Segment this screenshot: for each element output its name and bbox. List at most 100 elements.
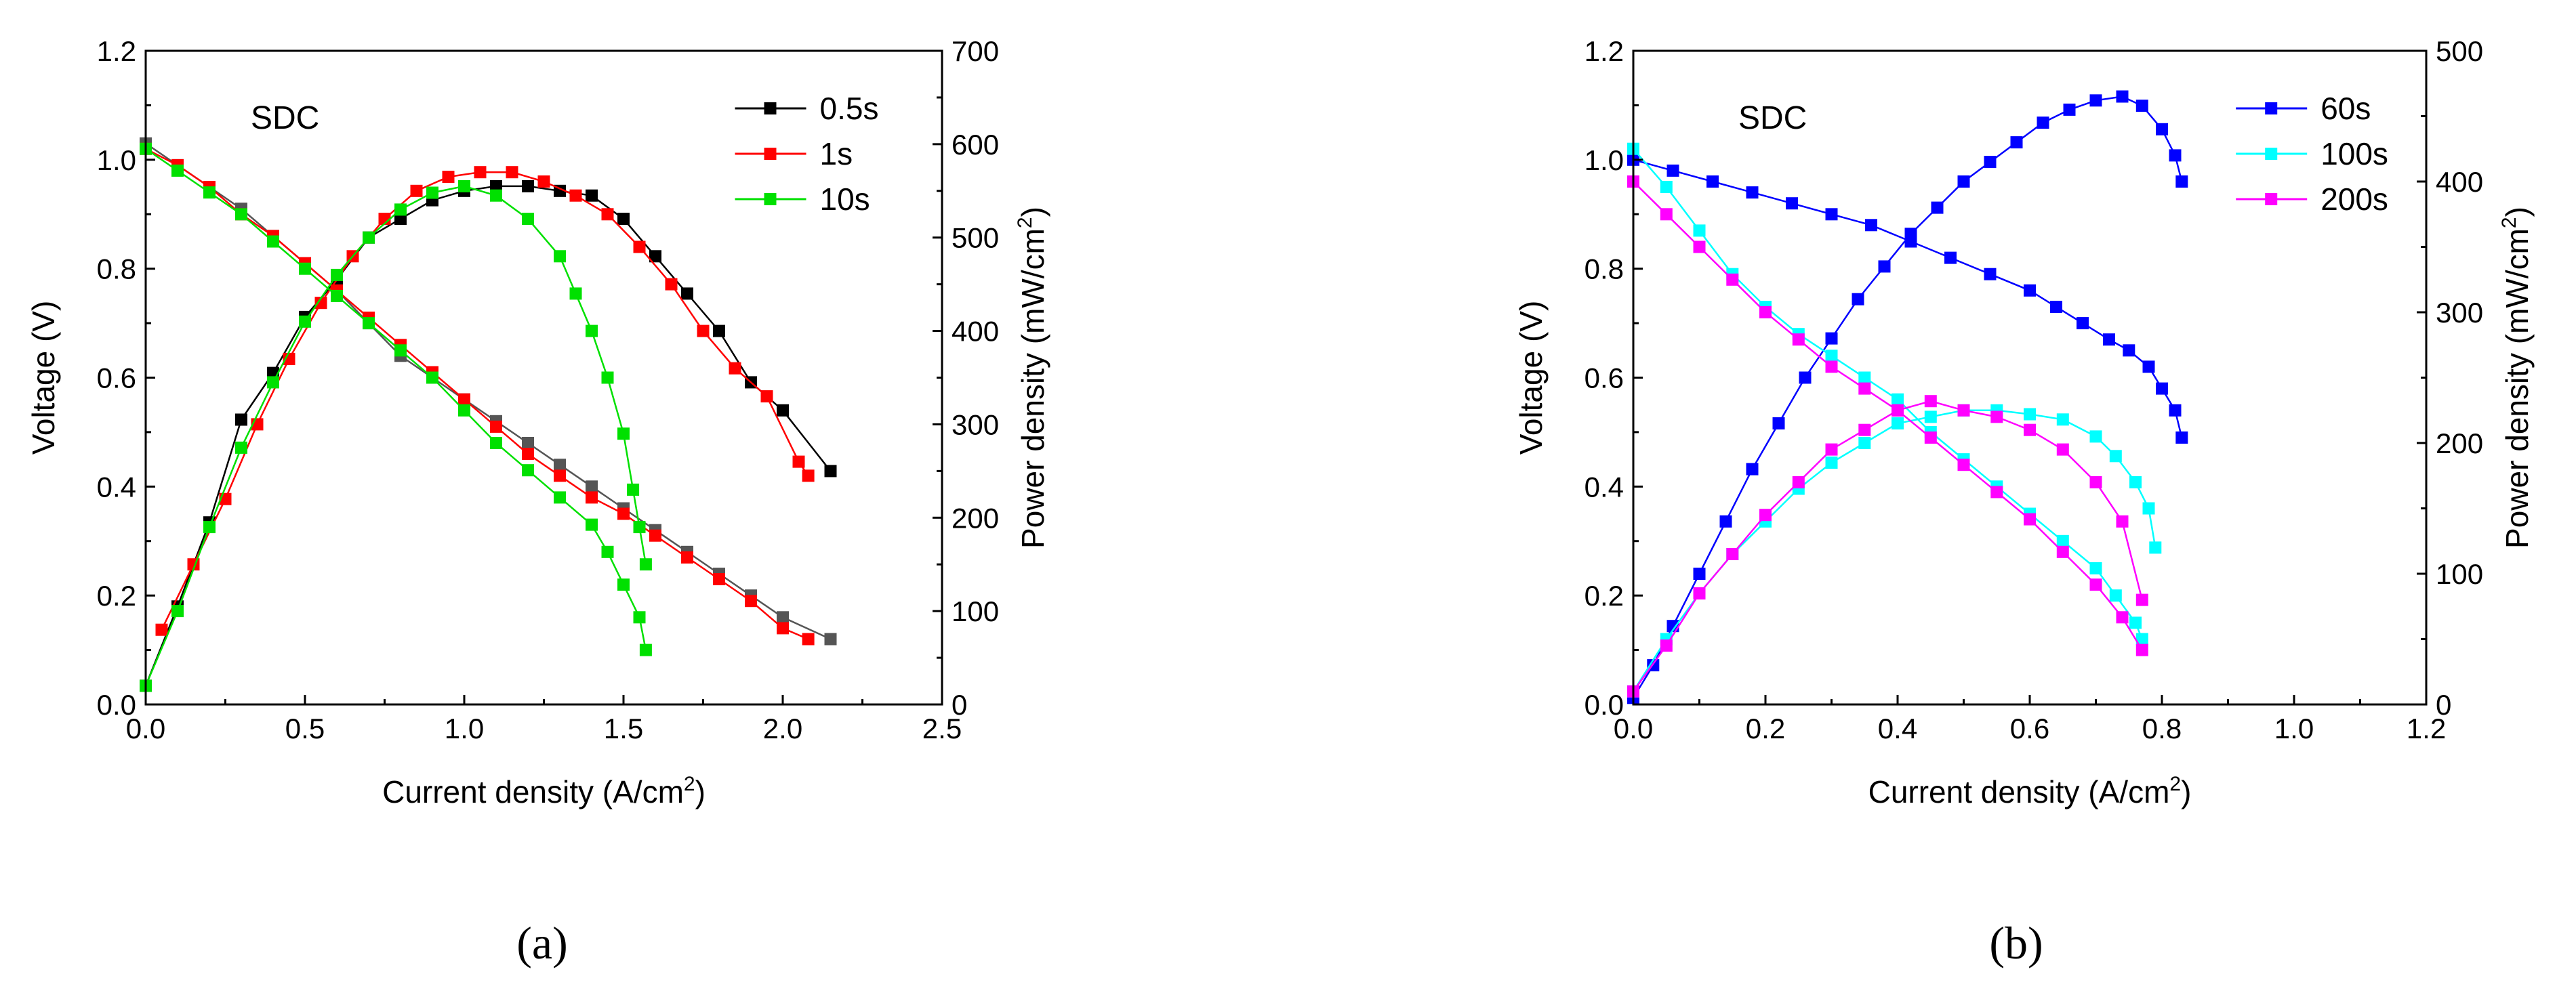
- panel-a-series-1s-voltage-point: [458, 393, 470, 406]
- panel-b-series-100s-voltage-point: [2089, 562, 2102, 574]
- panel-a-x-tick-label: 0.5: [285, 713, 325, 744]
- panel-a-x-tick-label: 1.0: [445, 713, 484, 744]
- panel-b-series-60s-voltage-point: [2077, 317, 2089, 330]
- panel-b-y2-axis-label: Power density (mW/cm2): [2498, 207, 2535, 549]
- panel-a-series-10s-power-point: [554, 250, 566, 263]
- panel-b-series-60s-voltage-point: [1667, 164, 1679, 177]
- panel-a-y2-tick-label: 500: [952, 222, 999, 254]
- panel-a-series-10s-voltage-point: [458, 404, 470, 417]
- panel-a-series-1s-voltage-point: [554, 469, 566, 482]
- panel-b-series-60s-voltage-point: [1746, 186, 1759, 199]
- panel-a-series-10s-voltage-point: [235, 208, 247, 221]
- panel-b-series-60s-power-point: [1693, 568, 1706, 580]
- panel-b-series-100s-voltage-point: [2109, 589, 2122, 602]
- panel-b-series-60s-power-point: [1746, 463, 1759, 476]
- panel-b-series-60s-voltage-point: [2169, 404, 2182, 417]
- panel-a-series-10s-voltage-point: [171, 164, 184, 177]
- panel-b-series-60s-power-point: [2135, 100, 2148, 112]
- panel-b-legend-marker: [2265, 148, 2278, 160]
- panel-a-series-05s-power-line: [144, 185, 832, 686]
- panel-a-series-10s-voltage-point: [617, 578, 630, 591]
- panel-a-series-1s-voltage-point: [713, 573, 725, 585]
- panel-a-series-05s-power-point: [490, 180, 502, 192]
- panel-b-series-100s-power-point: [2089, 430, 2102, 443]
- panel-a-y2-axis-label: Power density (mW/cm2): [1014, 207, 1050, 549]
- panel-a-series-1s-power-point: [760, 390, 773, 403]
- panel-a-y2-axis-label-end: ): [1015, 207, 1050, 217]
- panel-b-series-60s-power-point: [2116, 90, 2129, 103]
- panel-a-series-05s-power-point: [522, 180, 534, 192]
- panel-b-y-tick-label: 0.2: [1585, 580, 1624, 612]
- panel-a-series-1s-voltage-point: [777, 622, 789, 635]
- panel-b-series-200s-voltage-point: [1990, 486, 2003, 499]
- panel-b-series-200s-voltage-point: [2024, 513, 2036, 526]
- panel-a-series-10s-voltage-point: [203, 186, 216, 199]
- panel-a-series-1s-power-point: [601, 208, 614, 221]
- panel-a-series-10s-power-point: [490, 189, 502, 202]
- panel-a-series-1s-power-point: [802, 469, 815, 482]
- panel-b-series-60s-voltage-point: [1944, 251, 1957, 264]
- panel-a-series-05s-power-point: [681, 287, 693, 300]
- panel-b-y2-axis-label-end: ): [2499, 207, 2535, 217]
- panel-b-series-200s-voltage-point: [1660, 208, 1673, 221]
- panel-b-y2-tick-label: 300: [2436, 297, 2483, 329]
- panel-b-series-200s-power-point: [1759, 509, 1772, 522]
- panel-b-y2-tick-label: 400: [2436, 166, 2483, 198]
- panel-a-legend-label: 10s: [820, 182, 870, 217]
- panel-b-y-tick-label: 1.2: [1585, 35, 1624, 67]
- panel-b-series-60s-power-point: [1825, 332, 1838, 345]
- panel-b-x-tick-label: 0.8: [2142, 713, 2182, 744]
- panel-b-y-tick-label: 0.4: [1585, 471, 1624, 503]
- panel-b-series-200s-power-point: [1660, 639, 1673, 652]
- panel-a-series-10s-power-point: [299, 315, 311, 328]
- panel-b-x-tick-label: 1.0: [2274, 713, 2314, 744]
- panel-b-series-60s-voltage-line: [1633, 159, 2183, 438]
- panel-a-series-1s-voltage-point: [522, 448, 534, 461]
- panel-a-series-05s-voltage-point: [777, 611, 789, 624]
- panel-a-y2-tick-label: 100: [952, 595, 999, 627]
- panel-b-series-100s-voltage-point: [1825, 350, 1838, 362]
- panel-a-y2-tick-label: 200: [952, 502, 999, 534]
- panel-a-y2-tick-label: 700: [952, 35, 999, 67]
- panel-b-legend-label: 100s: [2321, 136, 2388, 171]
- panel-a-series-1s-power-point: [537, 175, 550, 188]
- panel-b-series-60s-power-point: [1957, 175, 1970, 188]
- panel-b-series-60s-power-point: [1719, 515, 1732, 528]
- panel-b-y2-tick-label: 0: [2436, 689, 2451, 721]
- panel-a-series-10s-power-point: [458, 180, 470, 192]
- panel-b-series-60s-voltage-point: [2123, 344, 2135, 357]
- panel-a-series-1s-power-point: [314, 297, 327, 310]
- panel-a-series-05s-voltage-point: [554, 459, 566, 471]
- panel-b-series-200s-power-point: [1792, 476, 1805, 488]
- panel-b-series-60s-voltage-point: [2142, 360, 2155, 373]
- panel-a-series-1s-voltage-point: [681, 551, 693, 564]
- panel-a-series-05s-voltage-line: [145, 142, 832, 640]
- panel-b-series-100s-power-point: [1825, 457, 1838, 469]
- panel-b-y-tick-label: 1.0: [1585, 144, 1624, 176]
- panel-b-series-100s-power-point: [1858, 437, 1871, 449]
- panel-a-series-1s-power-point: [155, 623, 168, 636]
- panel-a-series-10s-voltage-point: [639, 644, 652, 656]
- panel-b-series-60s-voltage-point: [2175, 431, 2188, 444]
- panel-b-y2-tick-label: 100: [2436, 558, 2483, 590]
- panel-b-series-200s-voltage-point: [1924, 431, 1937, 444]
- panel-b-series-60s-power-point: [2175, 175, 2188, 188]
- panel-b-x-axis-label: Current density (A/cm2): [1868, 773, 2192, 809]
- panel-a-series-05s-voltage-point: [824, 633, 837, 646]
- panel-a-series-10s-power-point: [394, 203, 407, 216]
- panel-b: 0.0 0.2 0.4 0.6 0.8 1.0 1.2 0.0 0.2 0.4 0.6 0.8 1.0 1…: [1513, 35, 2535, 809]
- panel-b-x-tick-label: 0.4: [1878, 713, 1917, 744]
- panel-b-series-100s-voltage-point: [1693, 224, 1706, 237]
- panel-a-y2-tick-label: 400: [952, 316, 999, 347]
- panel-b-series-200s-voltage-point: [1726, 273, 1739, 286]
- caption-b: (b): [1989, 917, 2043, 969]
- panel-a-series-1s-power-point: [729, 362, 741, 375]
- panel-b-series-60s-power-point: [1904, 228, 1917, 240]
- panel-b-series-60s-voltage-point: [1706, 175, 1719, 188]
- panel-a-series-1s-power-point: [283, 352, 295, 365]
- panel-a-y-tick-label: 0.8: [97, 253, 136, 285]
- panel-a-y2-tick-label: 0: [952, 689, 967, 721]
- panel-a-series-10s-power-point: [569, 287, 582, 300]
- panel-a-y2-axis-label-main: Power density (mW/cm: [1015, 228, 1050, 549]
